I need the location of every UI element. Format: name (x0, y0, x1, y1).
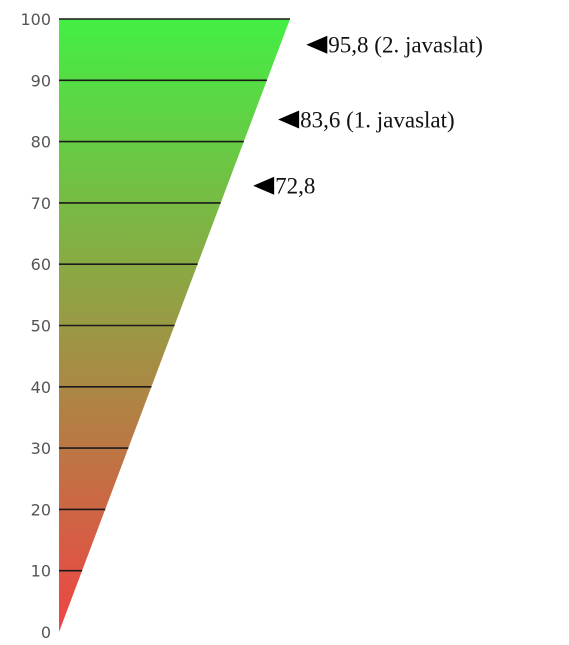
y-axis: 0 10 20 30 40 50 60 70 80 90 100 (20, 10, 51, 642)
y-tick-label: 100 (20, 10, 51, 29)
y-tick-label: 10 (31, 562, 51, 581)
marker: 72,8 (253, 174, 315, 199)
y-tick-label: 80 (31, 133, 51, 152)
y-tick-label: 60 (31, 255, 51, 274)
gridlines (59, 18, 290, 572)
marker-arrow-icon (306, 35, 328, 54)
marker-arrow-icon (278, 110, 300, 129)
marker: 83,6 (1. javaslat) (278, 108, 455, 133)
y-tick-label: 50 (31, 317, 51, 336)
y-tick-label: 30 (31, 439, 51, 458)
marker-label: 83,6 (1. javaslat) (300, 108, 455, 133)
y-tick-label: 20 (31, 500, 51, 519)
marker-label: 95,8 (2. javaslat) (328, 33, 483, 58)
y-tick-label: 0 (41, 623, 51, 642)
marker: 95,8 (2. javaslat) (306, 33, 483, 58)
marker-arrow-icon (253, 176, 275, 195)
marker-label: 72,8 (275, 174, 315, 199)
y-tick-label: 90 (31, 71, 51, 90)
y-tick-label: 70 (31, 194, 51, 213)
markers: 95,8 (2. javaslat) 83,6 (1. javaslat) 72,8 (253, 33, 483, 199)
y-tick-label: 40 (31, 378, 51, 397)
